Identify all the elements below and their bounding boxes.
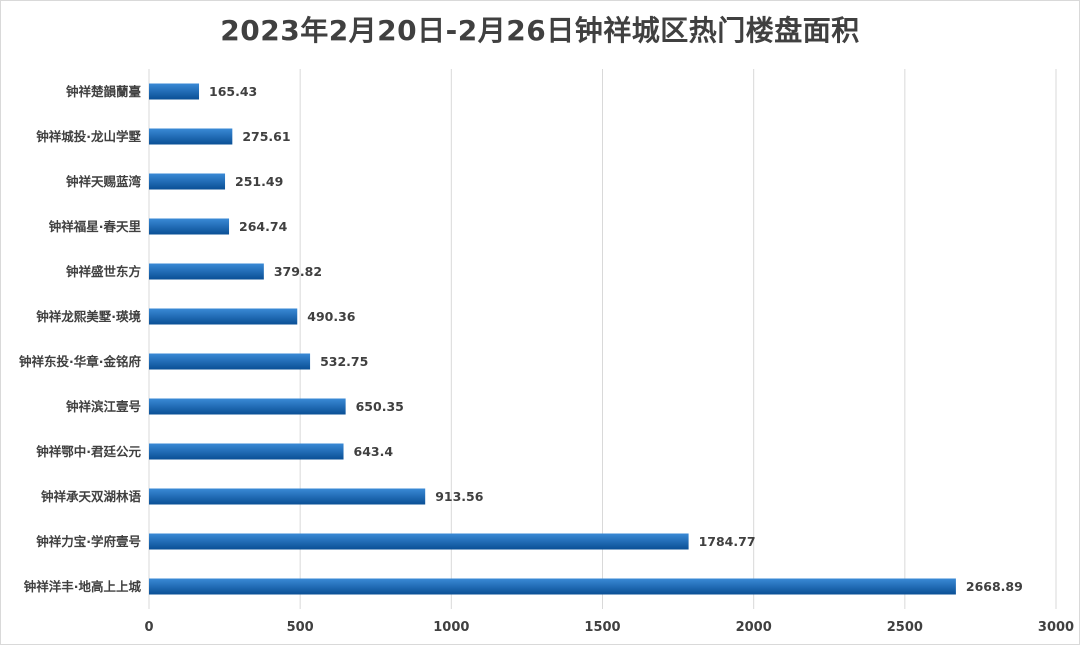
category-label: 钟祥城投·龙山学墅: [36, 129, 141, 144]
bar: [149, 533, 689, 550]
data-label: 490.36: [307, 309, 356, 324]
category-label: 钟祥天赐蓝湾: [66, 174, 142, 189]
data-label: 650.35: [356, 399, 404, 414]
data-label: 251.49: [235, 174, 283, 189]
category-label: 钟祥鄂中·君廷公元: [36, 444, 141, 459]
category-label: 钟祥承天双湖林语: [41, 489, 142, 504]
x-tick-label: 2500: [887, 620, 923, 635]
category-label: 钟祥楚韻蘭臺: [66, 84, 142, 99]
data-label: 643.4: [354, 444, 394, 459]
chart-title: 2023年2月20日-2月26日钟祥城区热门楼盘面积: [220, 14, 860, 47]
category-label: 钟祥力宝·学府壹号: [36, 534, 141, 549]
category-label: 钟祥福星·春天里: [49, 219, 142, 234]
data-label: 165.43: [209, 84, 257, 99]
bar: [149, 128, 233, 145]
x-tick-label: 1000: [433, 620, 469, 635]
x-tick-label: 500: [287, 620, 314, 635]
category-label: 钟祥龙熙美墅·瑛境: [36, 309, 141, 324]
bar: [149, 488, 426, 505]
x-tick-label: 1500: [584, 620, 620, 635]
bar: [149, 398, 346, 415]
data-label: 1784.77: [699, 534, 756, 549]
bar: [149, 308, 298, 325]
category-label: 钟祥滨江壹号: [66, 399, 141, 414]
bar: [149, 443, 344, 460]
category-label: 钟祥东投·华章·金铭府: [19, 354, 141, 369]
data-label: 532.75: [320, 354, 368, 369]
data-label: 264.74: [239, 219, 288, 234]
bar: [149, 173, 226, 190]
bar: [149, 578, 956, 595]
category-label: 钟祥洋丰·地高上上城: [24, 579, 142, 594]
data-label: 275.61: [242, 129, 290, 144]
x-tick-label: 3000: [1038, 620, 1074, 635]
x-tick-label: 0: [144, 620, 153, 635]
data-label: 913.56: [435, 489, 484, 504]
data-label: 379.82: [274, 264, 322, 279]
data-label: 2668.89: [966, 579, 1023, 594]
category-label: 钟祥盛世东方: [66, 264, 141, 279]
bar: [149, 353, 311, 370]
bar: [149, 218, 230, 235]
bar: [149, 83, 200, 100]
x-tick-label: 2000: [736, 620, 772, 635]
bar: [149, 263, 264, 280]
